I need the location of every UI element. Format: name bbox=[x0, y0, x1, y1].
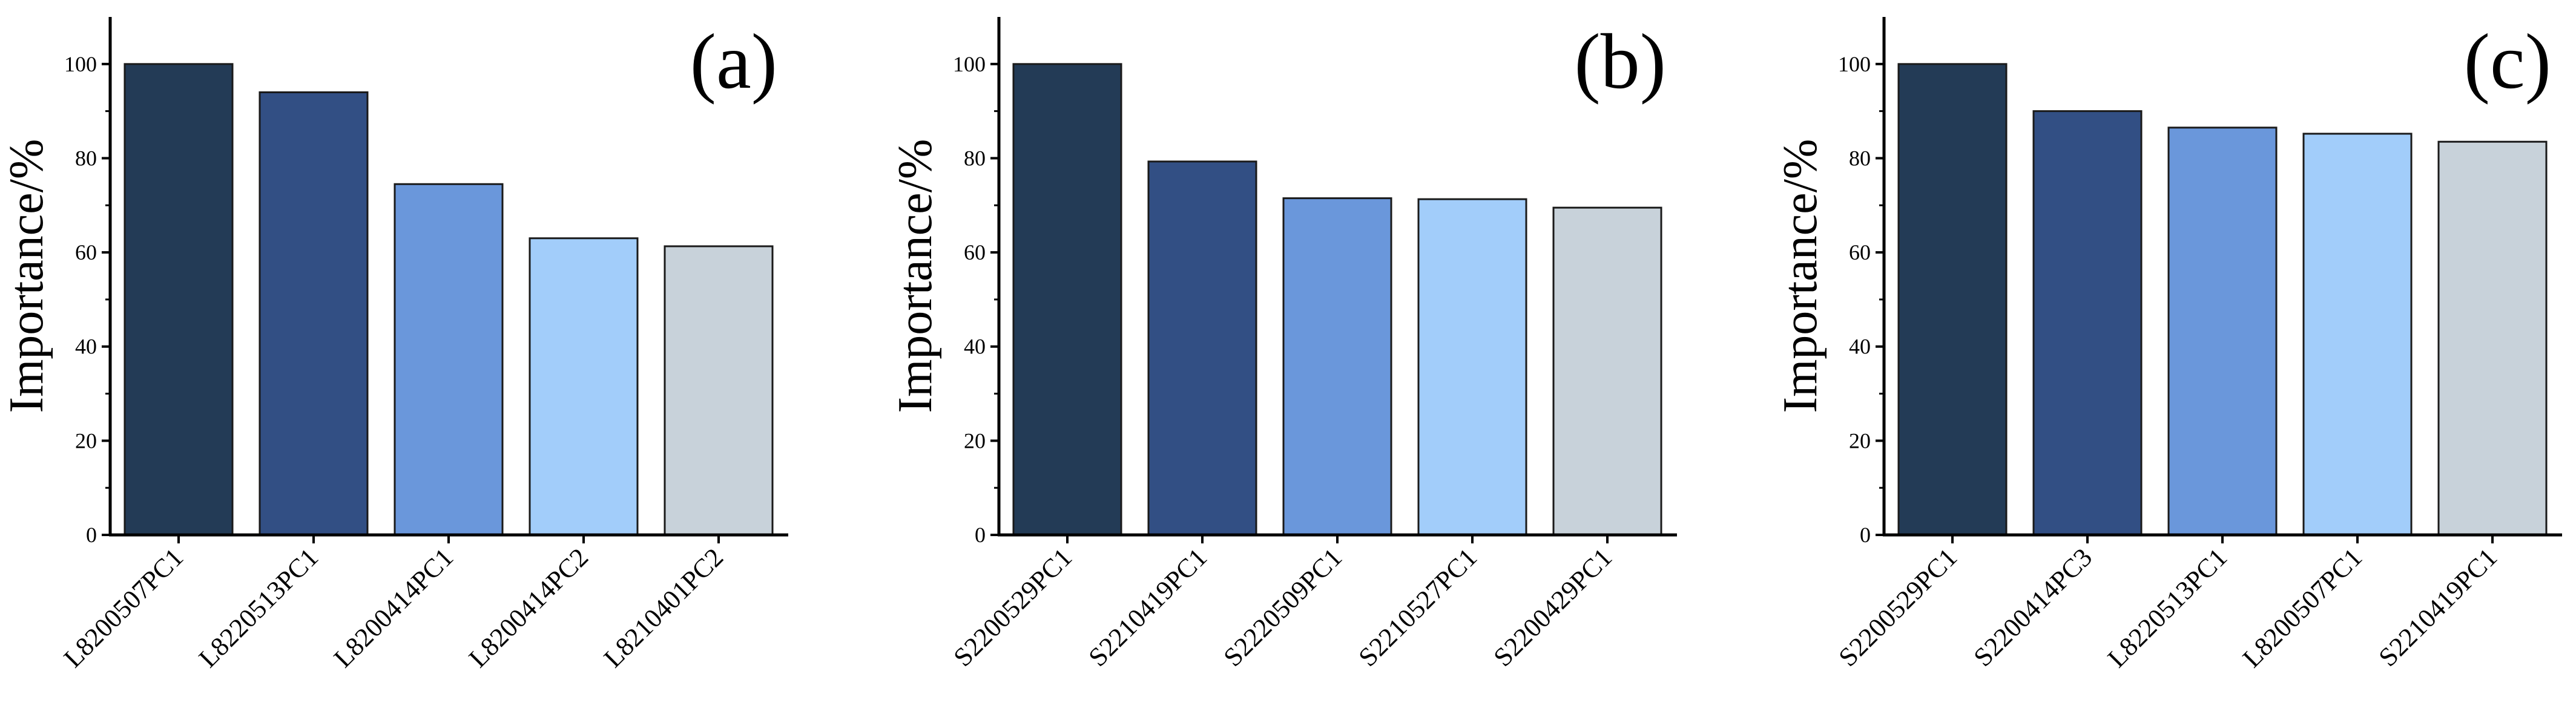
y-tick-label-a: 40 bbox=[75, 335, 97, 359]
panel-label-b: (b) bbox=[1574, 18, 1666, 105]
y-tick-label-b: 20 bbox=[964, 428, 986, 453]
bar-c-4 bbox=[2302, 133, 2413, 536]
y-tick-label-c: 100 bbox=[1838, 52, 1871, 76]
bar-c-3 bbox=[2167, 126, 2278, 536]
category-label-a-4: L8200414PC2 bbox=[463, 542, 594, 673]
y-tick-label-b: 80 bbox=[964, 146, 986, 170]
y-tick-label-a: 80 bbox=[75, 146, 97, 170]
y-tick-label-a: 0 bbox=[86, 523, 97, 547]
y-axis-title-a: Importance/% bbox=[0, 139, 53, 413]
bar-b-1 bbox=[1012, 63, 1122, 536]
bar-b-2 bbox=[1147, 160, 1257, 536]
panel-label-c: (c) bbox=[2464, 18, 2551, 105]
y-tick-label-a: 100 bbox=[64, 52, 97, 76]
y-tick-label-c: 20 bbox=[1849, 428, 1871, 453]
y-tick-label-a: 60 bbox=[75, 240, 97, 264]
panel-b: 0 20 40 60 80 100 S2200529PC1 S2210419PC1 S22205… bbox=[889, 17, 1677, 672]
category-label-a-5: L8210401PC2 bbox=[598, 542, 729, 673]
y-tick-label-c: 40 bbox=[1849, 335, 1871, 359]
y-tick-label-c: 0 bbox=[1860, 523, 1871, 547]
category-label-c-2: S2200414PC3 bbox=[1968, 542, 2098, 672]
y-tick-label-c: 60 bbox=[1849, 240, 1871, 264]
category-label-b-1: S2200529PC1 bbox=[948, 542, 1078, 672]
bar-a-3 bbox=[394, 183, 504, 536]
panel-c: 0 20 40 60 80 100 S2200529PC1 S2200414PC3 L82205… bbox=[1774, 17, 2562, 673]
y-tick-label-b: 60 bbox=[964, 240, 986, 264]
bar-b-3 bbox=[1282, 197, 1392, 536]
bar-c-2 bbox=[2032, 110, 2143, 536]
y-tick-label-b: 0 bbox=[975, 523, 986, 547]
category-label-c-5: S2210419PC1 bbox=[2373, 542, 2503, 672]
bar-a-5 bbox=[664, 245, 774, 536]
category-label-a-2: L8220513PC1 bbox=[193, 542, 324, 673]
panel-label-a: (a) bbox=[690, 18, 777, 105]
y-tick-label-b: 40 bbox=[964, 335, 986, 359]
category-label-b-4: S2210527PC1 bbox=[1353, 542, 1483, 672]
y-tick-label-a: 20 bbox=[75, 428, 97, 453]
category-label-b-3: S2220509PC1 bbox=[1218, 542, 1348, 672]
category-label-c-3: L8220513PC1 bbox=[2102, 542, 2233, 673]
y-tick-label-c: 80 bbox=[1849, 146, 1871, 170]
bar-a-2 bbox=[259, 91, 369, 536]
category-label-b-5: S2200429PC1 bbox=[1488, 542, 1618, 672]
bar-a-4 bbox=[529, 237, 639, 536]
bar-a-1 bbox=[124, 63, 234, 536]
category-label-b-2: S2210419PC1 bbox=[1083, 542, 1213, 672]
bar-b-5 bbox=[1552, 206, 1662, 536]
category-label-a-3: L8200414PC1 bbox=[328, 542, 459, 673]
y-axis-title-c: Importance/% bbox=[1774, 139, 1827, 413]
bar-c-1 bbox=[1897, 63, 2008, 536]
category-label-c-1: S2200529PC1 bbox=[1833, 542, 1963, 672]
category-label-c-4: L8200507PC1 bbox=[2237, 542, 2368, 673]
bar-c-5 bbox=[2437, 140, 2548, 536]
bar-b-4 bbox=[1417, 198, 1527, 536]
y-axis-title-b: Importance/% bbox=[889, 139, 942, 413]
y-tick-label-b: 100 bbox=[953, 52, 986, 76]
category-label-a-1: L8200507PC1 bbox=[58, 542, 189, 673]
